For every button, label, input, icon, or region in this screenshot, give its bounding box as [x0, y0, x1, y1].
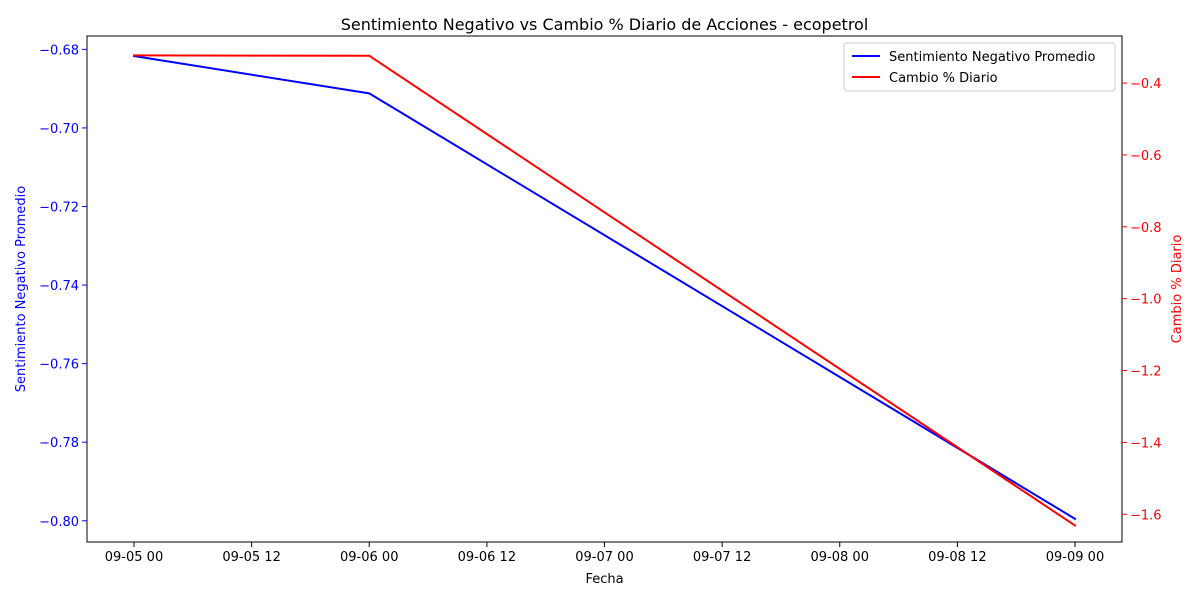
left-y-tick-label: −0.76	[39, 358, 79, 373]
left-y-axis-ticks: −0.68 −0.70 −0.72 −0.74 −0.76 −0.78 −0.80	[39, 43, 87, 530]
legend-label-sentimiento: Sentimiento Negativo Promedio	[889, 50, 1095, 65]
x-tick-label: 09-08 00	[811, 550, 869, 565]
series-line-sentimiento	[132, 54, 1077, 521]
x-tick-label: 09-05 00	[105, 550, 163, 565]
x-tick-label: 09-08 12	[928, 550, 986, 565]
legend-label-cambio: Cambio % Diario	[889, 71, 998, 86]
right-y-tick-label: −0.4	[1130, 77, 1162, 92]
x-tick-label: 09-06 00	[340, 550, 398, 565]
right-y-tick-label: −0.6	[1130, 149, 1162, 164]
x-tick-label: 09-05 12	[222, 550, 280, 565]
right-y-axis-label: Cambio % Diario	[1170, 235, 1185, 344]
left-y-axis-label: Sentimiento Negativo Promedio	[14, 186, 29, 392]
left-y-tick-label: −0.80	[39, 515, 79, 530]
left-y-tick-label: −0.72	[39, 201, 79, 216]
legend-box	[843, 42, 1116, 92]
series-line-cambio	[132, 54, 1077, 527]
plot-frame	[86, 35, 1123, 543]
x-tick-label: 09-09 00	[1046, 550, 1104, 565]
x-axis-ticks: 09-05 00 09-05 12 09-06 00 09-06 12 09-07 00…	[105, 542, 1104, 565]
right-y-tick-label: −1.4	[1130, 436, 1162, 451]
x-axis-label: Fecha	[585, 572, 623, 587]
series-layer	[132, 54, 1077, 527]
right-y-axis-ticks: −0.4 −0.6 −0.8 −1.0 −1.2 −1.4 −1.6	[1122, 77, 1162, 523]
left-y-tick-label: −0.68	[39, 43, 79, 58]
right-y-tick-label: −1.0	[1130, 293, 1162, 308]
x-tick-label: 09-06 12	[458, 550, 516, 565]
left-y-tick-label: −0.70	[39, 122, 79, 137]
chart-title: Sentimiento Negativo vs Cambio % Diario …	[341, 15, 869, 34]
x-tick-label: 09-07 12	[693, 550, 751, 565]
legend: Sentimiento Negativo Promedio Cambio % D…	[843, 42, 1116, 92]
right-y-tick-label: −1.6	[1130, 508, 1162, 523]
x-tick-label: 09-07 00	[575, 550, 633, 565]
right-y-tick-label: −1.2	[1130, 365, 1162, 380]
left-y-tick-label: −0.74	[39, 279, 79, 294]
left-y-tick-label: −0.78	[39, 436, 79, 451]
right-y-tick-label: −0.8	[1130, 221, 1162, 236]
